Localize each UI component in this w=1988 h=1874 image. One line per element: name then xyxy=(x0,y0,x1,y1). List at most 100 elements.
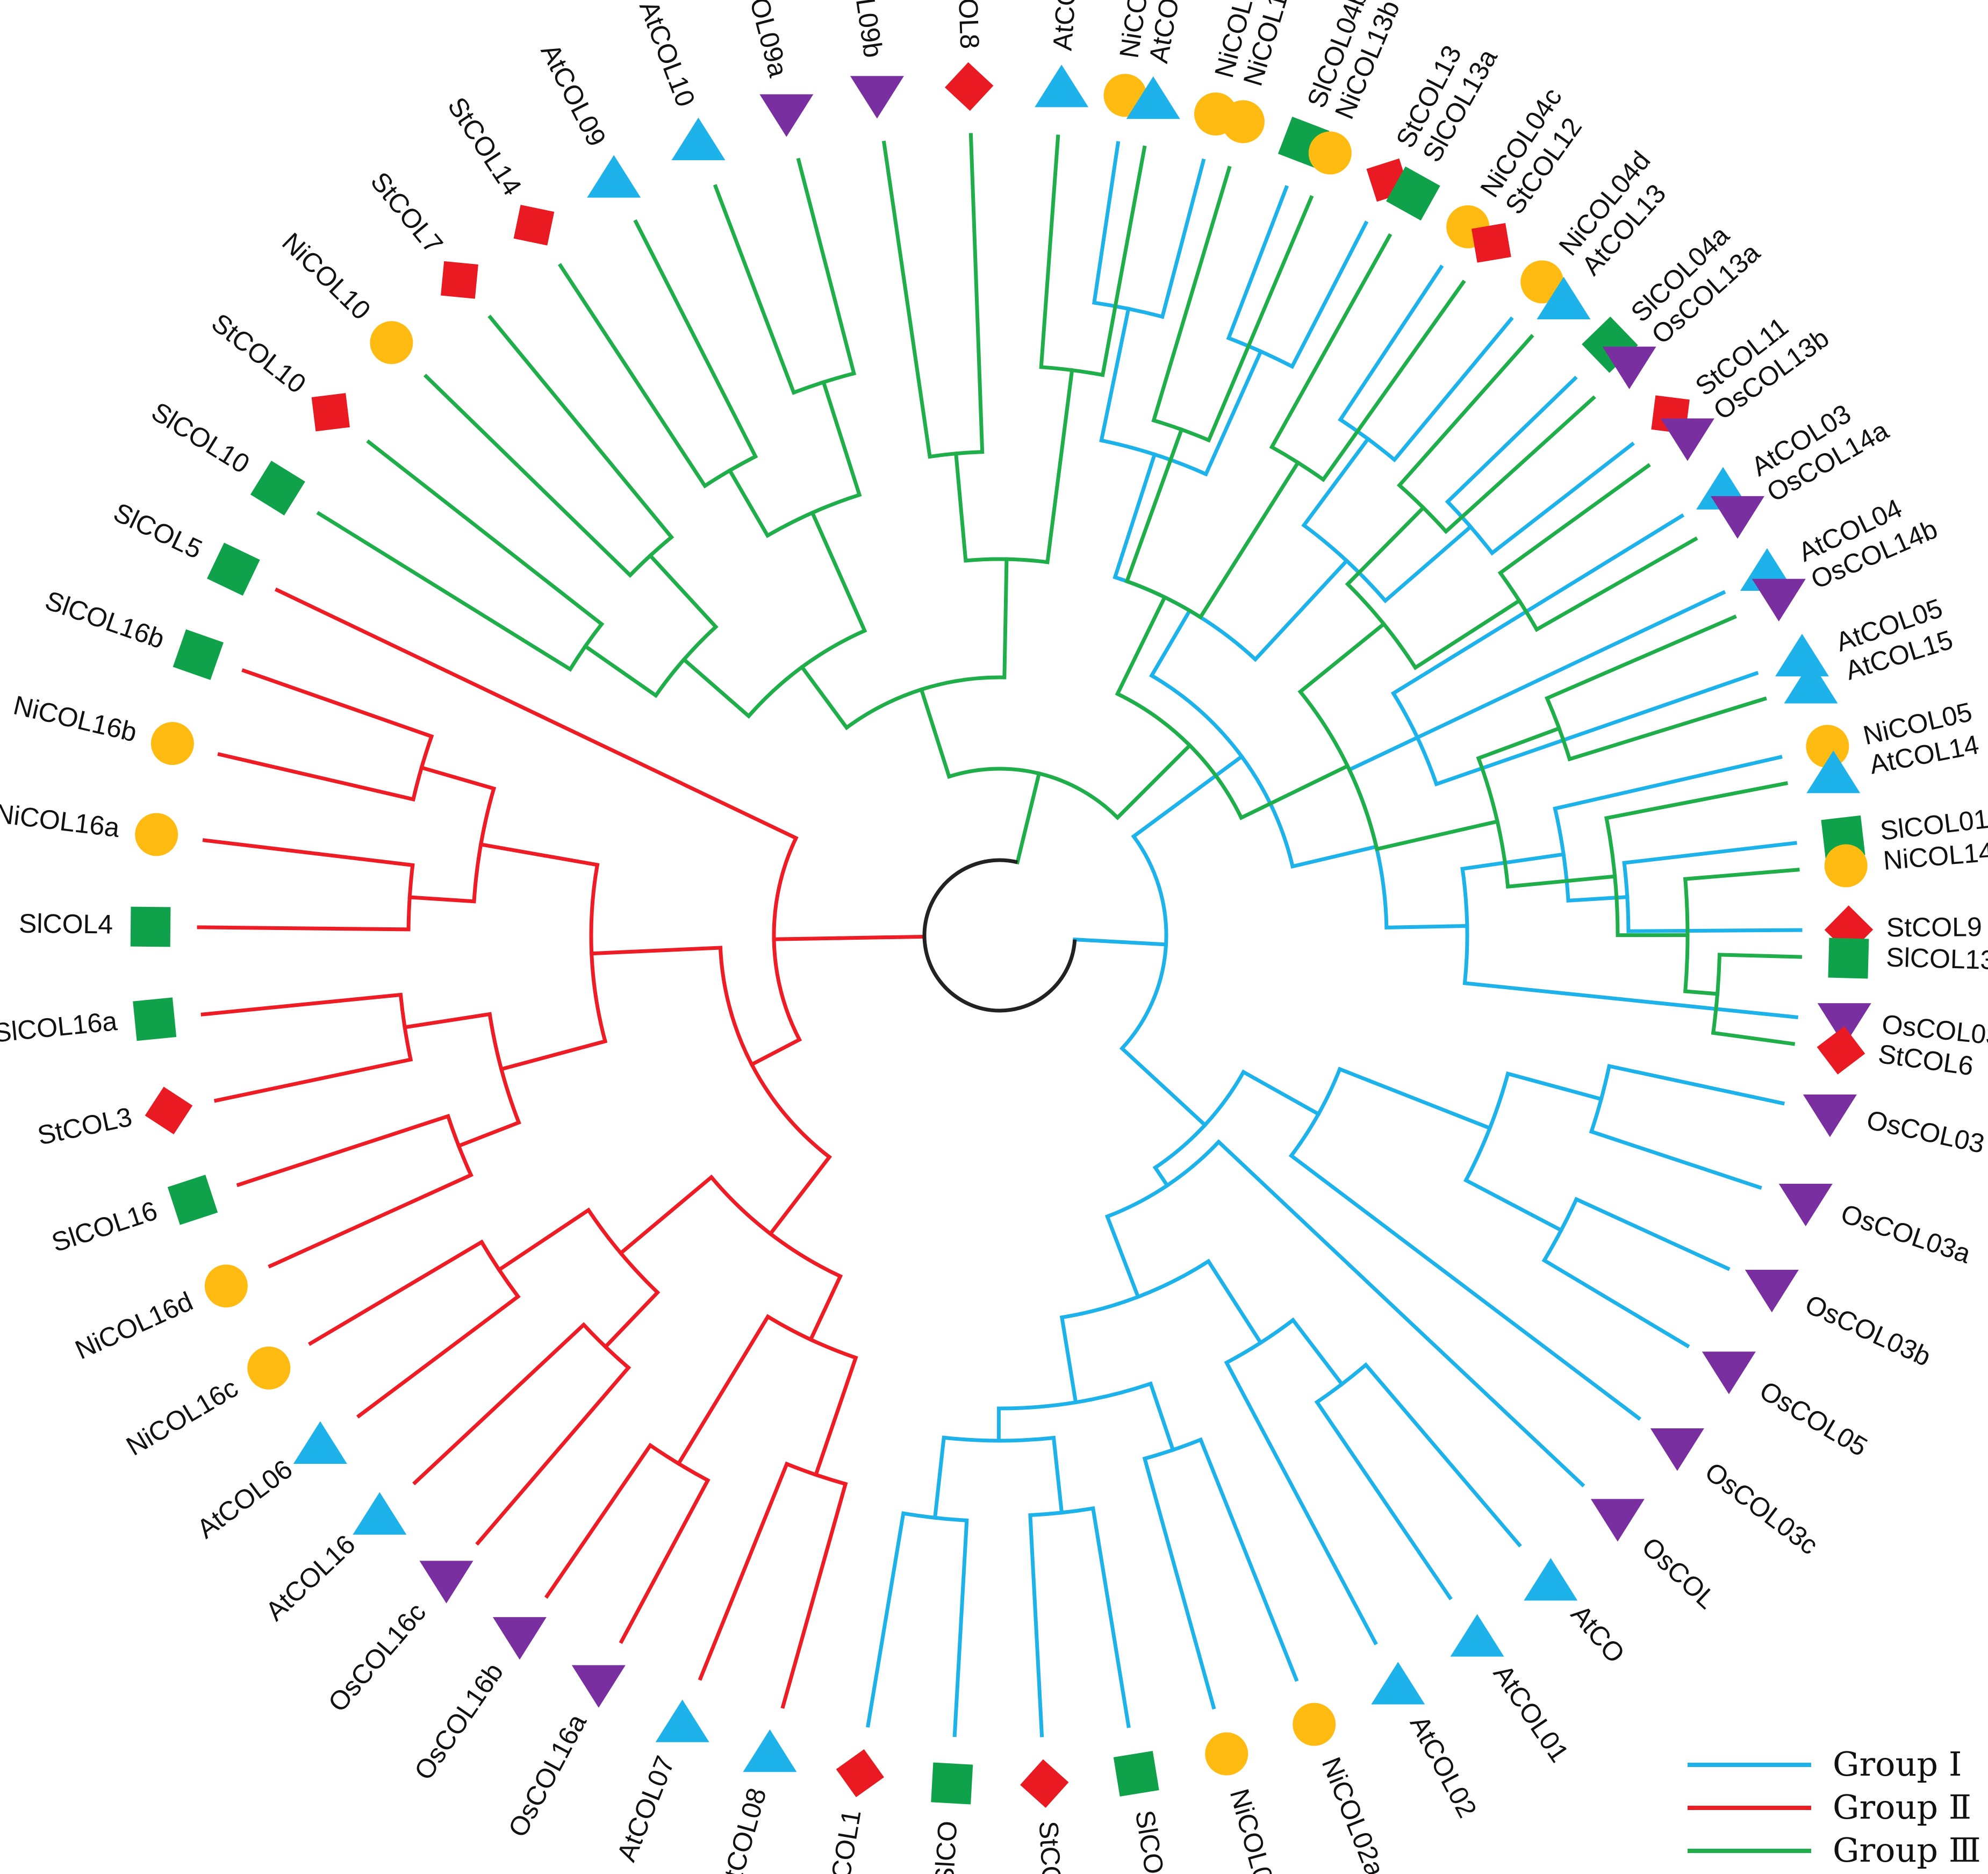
tip-label: AtCOL06 xyxy=(191,1454,298,1544)
branch-segment xyxy=(496,1207,591,1272)
branch-segment xyxy=(1314,1399,1453,1600)
branch-segment xyxy=(1717,953,1803,959)
square-icon xyxy=(931,1762,973,1805)
branch-segment xyxy=(676,1314,771,1467)
triangle-icon xyxy=(743,1729,797,1772)
branch-segment xyxy=(499,1039,608,1072)
circle-icon xyxy=(370,321,413,364)
branch-segment xyxy=(1347,735,1420,773)
branch-segment xyxy=(1142,1456,1216,1710)
branch-segment xyxy=(968,133,985,454)
branch-segment xyxy=(1363,1362,1522,1548)
branch-segment xyxy=(1374,819,1500,852)
branch-segment xyxy=(953,451,968,563)
tip-label: StCOL8 xyxy=(951,0,985,49)
branch-segment xyxy=(1320,280,1466,482)
branch-segment xyxy=(423,374,633,578)
diamond-icon xyxy=(1817,1026,1865,1075)
branch-segment xyxy=(1622,841,1797,865)
inverted-triangle-icon xyxy=(419,1561,473,1604)
branch-segment xyxy=(1574,1197,1731,1271)
triangle-icon xyxy=(293,1421,347,1464)
branch-segment xyxy=(366,439,605,627)
tree-branches xyxy=(197,133,1803,1737)
branch-segment xyxy=(1149,608,1193,678)
diamond-icon xyxy=(1020,1759,1069,1808)
diamond-icon xyxy=(441,261,478,299)
branch-segment xyxy=(1711,1031,1796,1046)
square-icon xyxy=(133,997,177,1041)
branch-segment xyxy=(881,140,932,459)
branch-segment xyxy=(1391,316,1514,463)
diamond-icon xyxy=(836,1749,884,1798)
inverted-triangle-icon xyxy=(1745,1270,1799,1313)
diamond-icon xyxy=(311,393,350,432)
branch-segment xyxy=(780,1482,848,1709)
tip-label: OsCOL03c xyxy=(1699,1456,1824,1561)
branch-segment xyxy=(1160,158,1206,319)
branch-segment xyxy=(1489,441,1635,556)
branch-segment xyxy=(1544,614,1737,701)
inverted-triangle-icon xyxy=(1803,1094,1857,1138)
square-icon xyxy=(130,906,171,947)
branch-segment xyxy=(1131,754,1245,839)
branch-segment xyxy=(932,1435,946,1520)
branch-segment xyxy=(316,511,573,672)
branch-segment xyxy=(1224,1360,1378,1646)
branch-segment xyxy=(307,1239,484,1346)
tip-label: SlCOL13b xyxy=(1886,942,1988,976)
branch-segment xyxy=(1115,595,1167,697)
branch-segment xyxy=(544,1442,653,1599)
tip-label: AtCO xyxy=(1565,1599,1631,1669)
branch-segment xyxy=(241,668,434,739)
inverted-triangle-icon xyxy=(1752,578,1806,622)
tip-label: OsCOL03b xyxy=(1800,1289,1935,1372)
tip-label: AtCOL12 xyxy=(1047,0,1086,52)
branch-segment xyxy=(236,1113,451,1188)
branch-segment xyxy=(1460,852,1566,871)
branch-segment xyxy=(1073,937,1168,947)
branch-segment xyxy=(200,992,403,1017)
circle-icon xyxy=(1520,260,1564,304)
branch-segment xyxy=(1567,696,1767,762)
branch-segment xyxy=(1115,742,1193,820)
branch-segment xyxy=(1002,557,1009,679)
branch-segment xyxy=(1092,141,1121,305)
branch-segment xyxy=(1683,868,1800,881)
square-icon xyxy=(1386,166,1440,221)
branch-segment xyxy=(1382,524,1474,604)
diamond-icon xyxy=(513,204,555,246)
tip-label: OsCOL09a xyxy=(731,0,794,80)
square-icon xyxy=(250,460,305,516)
branch-segment xyxy=(1463,1177,1564,1233)
branch-segment xyxy=(618,1174,714,1256)
circle-icon xyxy=(247,1346,291,1390)
branch-segment xyxy=(475,1365,631,1546)
branch-segment xyxy=(681,656,752,719)
branch-segment xyxy=(821,380,862,497)
branch-segment xyxy=(809,510,867,633)
inverted-triangle-icon xyxy=(492,1617,547,1660)
tip-label: NiCOL02a xyxy=(1316,1753,1391,1874)
tip-label: SlCOL16b xyxy=(41,585,168,654)
branch-segment xyxy=(1434,670,1759,787)
tip-label: StCOL2 xyxy=(1034,1820,1068,1874)
inverted-triangle-icon xyxy=(1660,418,1714,461)
branch-segment xyxy=(1198,1437,1299,1682)
tip-label: OsCOL05 xyxy=(1755,1375,1873,1462)
branch-segment xyxy=(197,925,411,932)
square-icon xyxy=(1828,938,1869,979)
branch-segment xyxy=(749,1037,802,1067)
circle-icon xyxy=(150,721,194,765)
tip-label: NiCOL02b xyxy=(1224,1785,1287,1874)
tip-label: StCOL1 xyxy=(821,1807,866,1874)
branch-segment xyxy=(1290,1317,1345,1387)
branch-segment xyxy=(1345,505,1426,587)
branch-segment xyxy=(1462,981,1799,1019)
tip-label: AtCOL07 xyxy=(611,1752,680,1866)
branch-segment xyxy=(1589,1129,1762,1190)
branch-segment xyxy=(1297,621,1387,695)
tip-label: SlCOL10 xyxy=(146,396,255,479)
branch-segment xyxy=(487,314,674,540)
